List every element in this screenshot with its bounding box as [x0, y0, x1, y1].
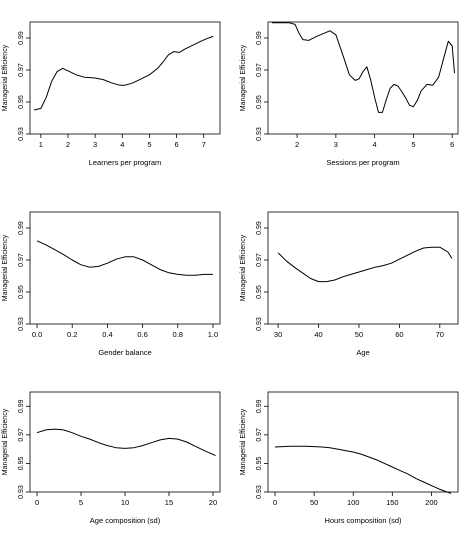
y-tick-label: 0.97	[18, 253, 25, 267]
x-tick-label: 70	[436, 330, 444, 339]
plot-frame	[29, 211, 221, 325]
y-tick-label: 0.93	[18, 127, 25, 141]
plot-frame	[267, 21, 459, 135]
x-axis-label: Age	[356, 348, 369, 357]
x-axis-label: Gender balance	[98, 348, 151, 357]
plot-frame	[29, 391, 221, 493]
x-tick-label: 1	[39, 140, 43, 149]
x-tick-label: 4	[120, 140, 124, 149]
series-line	[271, 22, 455, 113]
x-tick-label: 150	[386, 498, 399, 507]
y-axis-label: Managerial Efficiency	[240, 44, 247, 111]
plot-frame	[267, 211, 459, 325]
y-tick-label: 0.95	[18, 95, 25, 109]
x-tick-label: 10	[121, 498, 129, 507]
x-tick-label: 20	[209, 498, 217, 507]
y-tick-label: 0.93	[256, 485, 263, 499]
x-tick-label: 50	[310, 498, 318, 507]
x-tick-label: 4	[373, 140, 377, 149]
x-tick-label: 30	[274, 330, 282, 339]
y-tick-label: 0.97	[256, 253, 263, 267]
y-tick-label: 0.97	[256, 428, 263, 442]
y-tick-label: 0.99	[18, 399, 25, 413]
x-tick-label: 200	[425, 498, 438, 507]
x-tick-label: 6	[450, 140, 454, 149]
x-axis-label: Hours composition (sd)	[324, 516, 402, 525]
y-tick-label: 0.93	[18, 485, 25, 499]
x-tick-label: 5	[147, 140, 151, 149]
chart-panel-3: 0.0 0.2 0.4 0.6 0.8 1.0 0.93 0.95 0.97 0.99 Gender…	[2, 211, 221, 357]
y-axis-label: Managerial Efficiency	[240, 408, 247, 475]
y-tick-label: 0.95	[256, 457, 263, 471]
chart-panel-4: 30 40 50 60 70 0.93 0.95 0.97 0.99 Age Managerial …	[240, 211, 459, 357]
x-tick-label: 6	[174, 140, 178, 149]
chart-panel-1: 1 2 3 4 5 6 7 0.93 0.95 0.97 0.99 Learners per prog…	[2, 21, 221, 167]
x-tick-label: 3	[334, 140, 338, 149]
x-tick-label: 5	[411, 140, 415, 149]
x-tick-label: 0	[35, 498, 39, 507]
x-tick-label: 0.4	[102, 330, 112, 339]
x-tick-label: 0.8	[173, 330, 183, 339]
x-tick-label: 0.0	[32, 330, 42, 339]
x-tick-label: 7	[202, 140, 206, 149]
x-tick-label: 50	[355, 330, 363, 339]
x-tick-label: 2	[66, 140, 70, 149]
series-line	[274, 445, 452, 494]
plot-frame	[267, 391, 459, 493]
chart-panel-5: 0 5 10 15 20 0.93 0.95 0.97 0.99 Age composition …	[2, 391, 221, 525]
y-tick-label: 0.95	[256, 285, 263, 299]
x-tick-label: 15	[165, 498, 173, 507]
series-line	[36, 428, 216, 457]
y-axis-label: Managerial Efficiency	[2, 234, 9, 301]
y-axis-label: Managerial Efficiency	[2, 408, 9, 475]
y-tick-label: 0.93	[18, 317, 25, 331]
y-tick-label: 0.99	[18, 31, 25, 45]
x-tick-label: 0.6	[137, 330, 147, 339]
series-line	[36, 240, 213, 276]
x-tick-label: 2	[295, 140, 299, 149]
y-tick-label: 0.97	[256, 63, 263, 77]
x-tick-label: 60	[395, 330, 403, 339]
plot-frame	[29, 21, 221, 135]
x-axis-label: Sessions per program	[326, 158, 399, 167]
x-tick-label: 3	[93, 140, 97, 149]
y-tick-label: 0.97	[18, 428, 25, 442]
y-tick-label: 0.99	[18, 221, 25, 235]
y-tick-label: 0.93	[256, 127, 263, 141]
y-tick-label: 0.95	[18, 285, 25, 299]
y-tick-label: 0.99	[256, 221, 263, 235]
x-axis-label: Age composition (sd)	[90, 516, 161, 525]
y-axis-label: Managerial Efficiency	[2, 44, 9, 111]
x-tick-label: 0.2	[67, 330, 77, 339]
x-tick-label: 40	[314, 330, 322, 339]
chart-panel-6: 0 50 100 150 200 0.93 0.95 0.97 0.99 Hours compos…	[240, 391, 459, 525]
y-tick-label: 0.93	[256, 317, 263, 331]
y-tick-label: 0.99	[256, 31, 263, 45]
y-tick-label: 0.95	[18, 457, 25, 471]
y-tick-label: 0.97	[18, 63, 25, 77]
y-axis-label: Managerial Efficiency	[240, 234, 247, 301]
y-tick-label: 0.99	[256, 399, 263, 413]
x-tick-label: 100	[347, 498, 360, 507]
series-line	[277, 246, 453, 283]
chart-panel-2: 2 3 4 5 6 0.93 0.95 0.97 0.99 Sessions per progra…	[240, 21, 459, 167]
x-axis-label: Learners per program	[89, 158, 162, 167]
series-line	[33, 35, 214, 111]
y-tick-label: 0.95	[256, 95, 263, 109]
x-tick-label: 0	[273, 498, 277, 507]
x-tick-label: 5	[79, 498, 83, 507]
x-tick-label: 1.0	[208, 330, 218, 339]
